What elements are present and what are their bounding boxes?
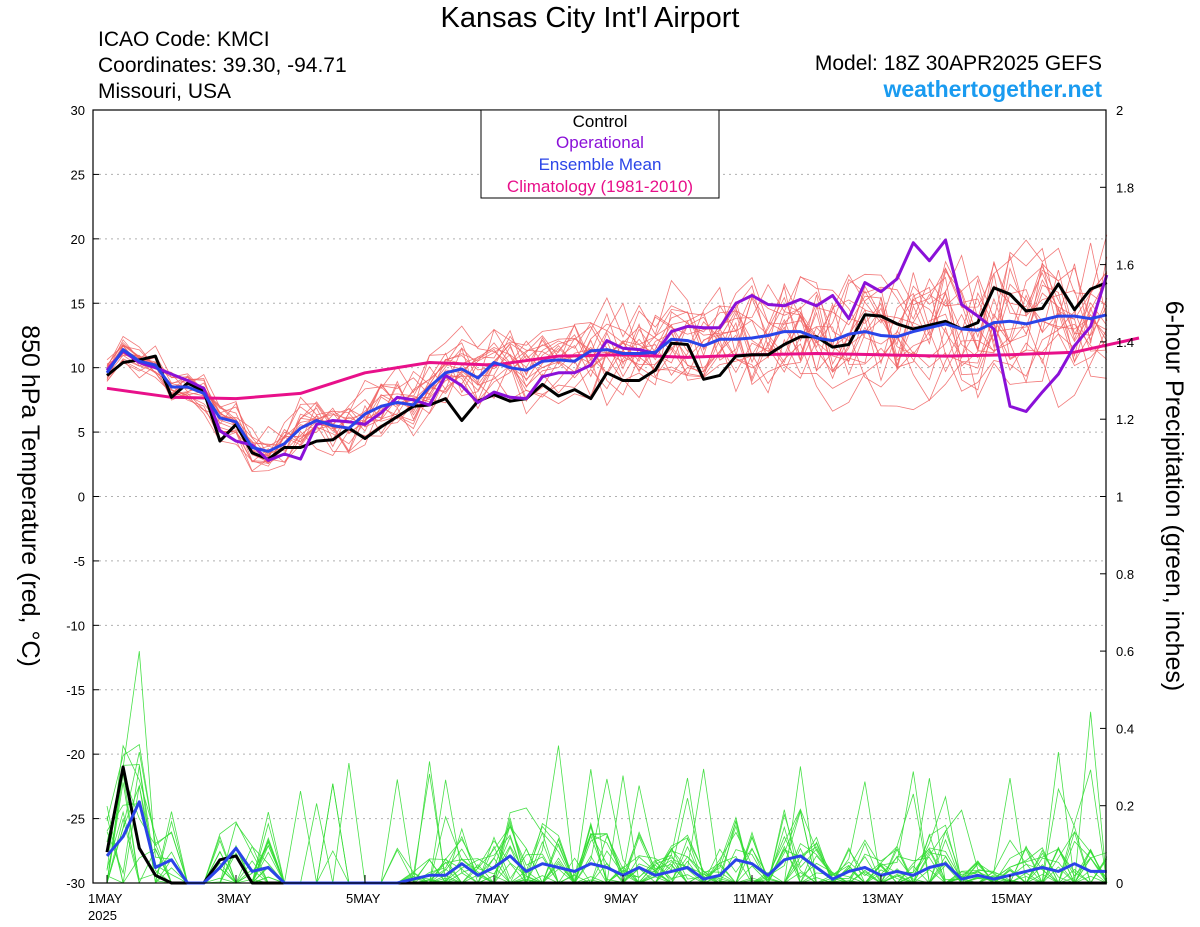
temperature-member-line [106,247,1108,452]
right-tick-label: 0.8 [1116,567,1134,582]
x-tick-label: 1MAY [88,891,123,906]
right-tick-label: 1.4 [1116,335,1134,350]
right-tick-label: 1.2 [1116,412,1134,427]
left-tick-label: 15 [71,296,85,311]
right-tick-label: 0 [1116,876,1123,891]
site-link[interactable]: weathertogether.net [883,76,1102,102]
left-tick-label: -10 [66,618,85,633]
x-tick-label: 13MAY [862,891,904,906]
left-tick-label: -20 [66,747,85,762]
region: Missouri, USA [98,80,232,103]
main-series [105,238,1140,885]
x-tick-label: 11MAY [733,891,774,906]
ensemble-members-precipitation [106,651,1108,885]
temperature-member-line [106,234,1108,450]
left-tick-label: 10 [71,361,85,376]
legend: Control Operational Ensemble Mean Climat… [480,109,720,199]
operational-line [105,238,1109,462]
x-tick-label: 15MAY [991,891,1033,906]
temperature-member-line [106,265,1108,452]
legend-box [480,109,720,199]
x-tick-label: 3MAY [217,891,252,906]
legend-control: Control [573,112,628,131]
x-axis-ticks: 1MAY 2025 3MAY 5MAY 7MAY 9MAY 11MAY 13MAY 15MAY [88,875,1033,923]
x-tick-label: 7MAY [475,891,510,906]
right-tick-label: 1 [1116,490,1123,505]
ensemble-mean-line [105,313,1108,453]
legend-climatology: Climatology (1981-2010) [507,177,693,196]
left-tick-label: -30 [66,876,85,891]
left-tick-label: -25 [66,812,85,827]
x-tick-label: 9MAY [604,891,639,906]
left-tick-label: -15 [66,683,85,698]
control-line [106,281,1108,461]
right-axis-label: 6-hour Precipitation (green, inches) [1160,301,1188,691]
right-axis-ticks: 2 1.8 1.6 1.4 1.2 1 0.8 0.6 0.4 0.2 0 [1100,103,1134,891]
chart-title: Kansas City Int'l Airport [440,2,740,34]
right-tick-label: 2 [1116,103,1123,118]
right-tick-label: 1.8 [1116,180,1134,195]
mean-precip-line [105,800,1107,885]
precipitation-member-line [106,651,1108,884]
left-tick-label: 30 [71,103,85,118]
grid-lines [93,109,1106,884]
x-tick-label: 5MAY [346,891,381,906]
legend-ensemble-mean: Ensemble Mean [539,155,662,174]
x-tick-sublabel: 2025 [88,908,117,923]
left-tick-label: 20 [71,232,85,247]
right-tick-label: 0.2 [1116,799,1134,814]
left-tick-label: 0 [78,490,85,505]
icao-code: ICAO Code: KMCI [98,28,270,51]
left-axis-ticks: 30 25 20 15 10 5 0 -5 -10 -15 -20 -25 -30 [66,103,99,891]
right-tick-label: 1.6 [1116,258,1134,273]
right-tick-label: 0.4 [1116,721,1134,736]
ensemble-members-temperature [106,234,1108,473]
left-tick-label: -5 [73,554,85,569]
coordinates: Coordinates: 39.30, -94.71 [98,54,347,77]
right-tick-label: 0.6 [1116,644,1134,659]
model-run: Model: 18Z 30APR2025 GEFS [814,52,1102,75]
left-tick-label: 25 [71,167,85,182]
precipitation-member-line [106,768,1107,885]
legend-operational: Operational [556,133,644,152]
left-tick-label: 5 [78,425,85,440]
left-axis-label: 850 hPa Temperature (red, °C) [16,325,44,667]
